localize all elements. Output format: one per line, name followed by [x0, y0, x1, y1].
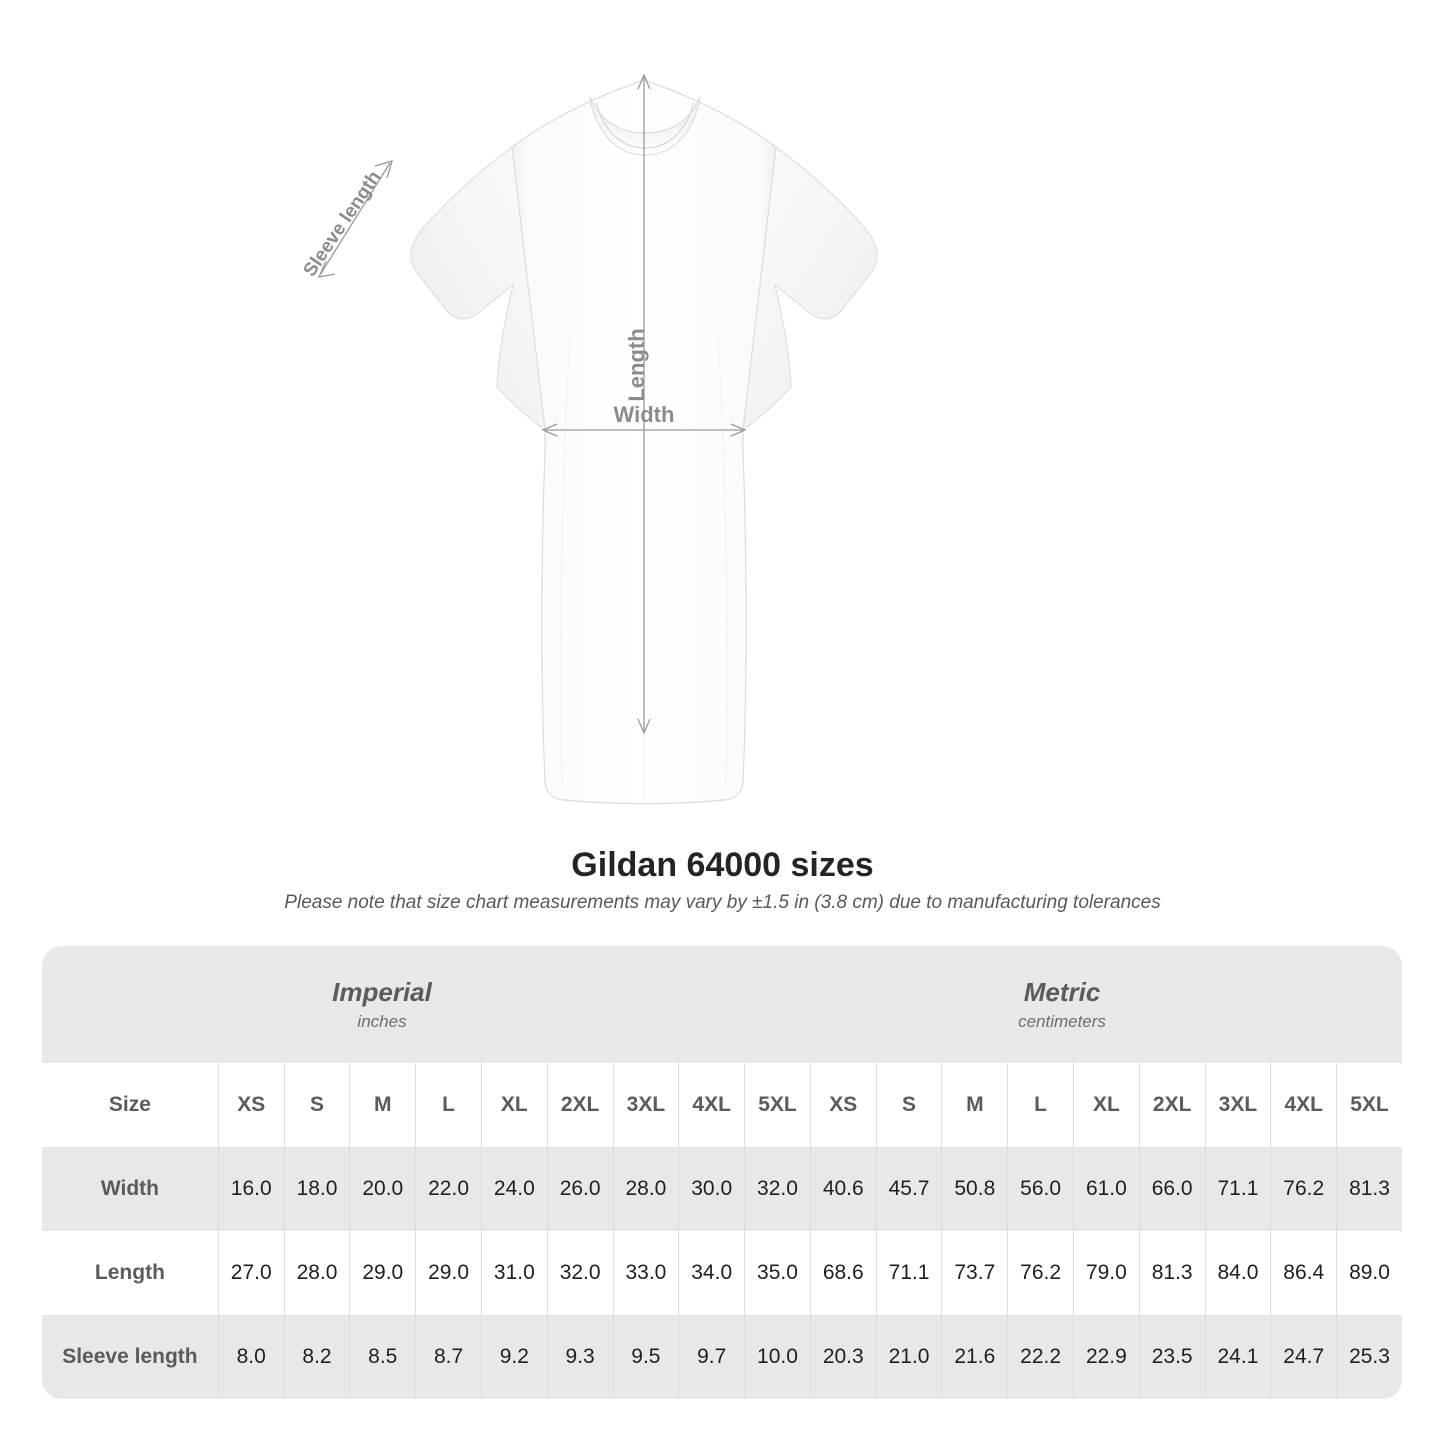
svg-text:Sleeve length: Sleeve length: [299, 167, 385, 280]
svg-text:Length: Length: [624, 328, 649, 401]
svg-text:Width: Width: [614, 402, 675, 427]
